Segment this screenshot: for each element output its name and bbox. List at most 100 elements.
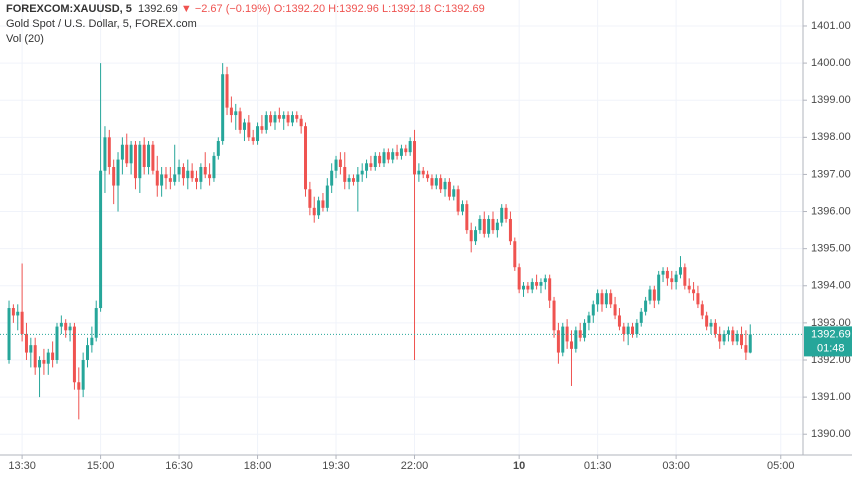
candle-body xyxy=(373,155,377,168)
candle-body xyxy=(242,122,246,130)
candle-body xyxy=(103,137,107,171)
candle-body xyxy=(168,178,172,182)
candle-body xyxy=(508,218,512,242)
x-tick-label: 13:30 xyxy=(8,460,36,472)
candle-body xyxy=(177,167,181,175)
candle-body xyxy=(343,167,347,182)
candle-body xyxy=(487,218,491,234)
candle-body xyxy=(365,163,369,171)
x-tick-label: 03:00 xyxy=(662,460,690,472)
candle-body xyxy=(186,170,190,179)
high: H:1392.96 xyxy=(328,3,379,15)
candle-body xyxy=(713,322,717,335)
candle-body xyxy=(600,293,604,305)
candle-body xyxy=(700,304,704,316)
y-tick-label: 1395.00 xyxy=(811,243,851,255)
candle-body xyxy=(434,178,438,186)
candle-body xyxy=(107,137,111,168)
y-tick-label: 1391.00 xyxy=(811,391,851,403)
candle-body xyxy=(129,144,133,164)
candle-body xyxy=(282,115,286,119)
candle-body xyxy=(386,152,390,160)
candle-body xyxy=(221,74,225,142)
description: Gold Spot / U.S. Dollar, 5, FOREX.com xyxy=(6,18,197,30)
candle-body xyxy=(613,304,617,316)
price: 1392.69 xyxy=(138,3,178,15)
candle-body xyxy=(648,289,652,301)
candle-body xyxy=(465,204,469,231)
candle-body xyxy=(657,274,661,301)
candle-body xyxy=(238,111,242,130)
candle-body xyxy=(552,300,556,331)
candle-body xyxy=(290,115,294,123)
candle-body xyxy=(347,178,351,182)
candle-body xyxy=(539,282,543,286)
candle-body xyxy=(609,293,613,305)
candle-body xyxy=(264,115,268,130)
candle-body xyxy=(474,230,478,242)
candle-body xyxy=(138,144,142,179)
candle-body xyxy=(722,334,726,342)
candle-body xyxy=(569,341,573,349)
candle-body xyxy=(360,170,364,175)
candle-body xyxy=(181,167,185,179)
candle-body xyxy=(24,334,28,353)
y-tick-label: 1392.00 xyxy=(811,354,851,366)
legend: FOREXCOM:XAUUSD, 5 1392.69 ▼ −2.67 (−0.1… xyxy=(6,2,485,47)
y-tick-label: 1397.00 xyxy=(811,168,851,180)
candle-body xyxy=(678,267,682,275)
candle-body xyxy=(631,326,635,335)
candle-body xyxy=(665,270,669,279)
candle-body xyxy=(325,185,329,208)
candle-body xyxy=(726,330,730,335)
candle-body xyxy=(421,170,425,175)
candle-body xyxy=(216,141,220,156)
candle-body xyxy=(735,334,739,342)
candle-body xyxy=(29,345,33,353)
candle-body xyxy=(116,159,120,186)
candle-body xyxy=(90,337,94,346)
candle-body xyxy=(744,345,748,353)
candle-body xyxy=(596,293,600,305)
candle-body xyxy=(55,326,59,360)
candle-body xyxy=(447,181,451,197)
candle-body xyxy=(277,115,281,119)
candle-body xyxy=(696,293,700,305)
candle-body xyxy=(155,170,159,186)
candle-body xyxy=(11,308,15,316)
candle-body xyxy=(94,308,98,338)
candle-body xyxy=(404,148,408,153)
candle-body xyxy=(504,207,508,219)
candle-body xyxy=(452,189,456,197)
countdown-label: 01:48 xyxy=(817,342,845,354)
candle-body xyxy=(334,159,338,171)
candle-body xyxy=(72,326,76,383)
candle-body xyxy=(535,282,539,286)
candle-body xyxy=(251,137,255,142)
candle-body xyxy=(548,278,552,301)
candle-body xyxy=(517,267,521,290)
candle-body xyxy=(670,278,674,283)
candle-body xyxy=(748,334,752,353)
candle-body xyxy=(273,115,277,123)
price-label-box xyxy=(804,326,852,357)
candle-body xyxy=(99,170,103,309)
x-tick-label: 05:00 xyxy=(767,460,795,472)
candle-body xyxy=(578,330,582,338)
x-tick-label: 16:30 xyxy=(165,460,193,472)
candle-body xyxy=(304,126,308,190)
candle-body xyxy=(395,152,399,156)
candle-body xyxy=(556,330,560,353)
candle-body xyxy=(64,322,68,331)
candle-body xyxy=(256,126,260,142)
candle-body xyxy=(391,152,395,160)
candle-body xyxy=(705,315,709,327)
candle-body xyxy=(408,141,412,153)
candle-body xyxy=(622,326,626,335)
candle-body xyxy=(604,293,608,305)
candle-body xyxy=(151,144,155,171)
candle-body xyxy=(125,144,129,164)
x-tick-label: 22:00 xyxy=(401,460,429,472)
candle-body xyxy=(426,174,430,179)
low: L:1392.18 xyxy=(381,3,431,15)
